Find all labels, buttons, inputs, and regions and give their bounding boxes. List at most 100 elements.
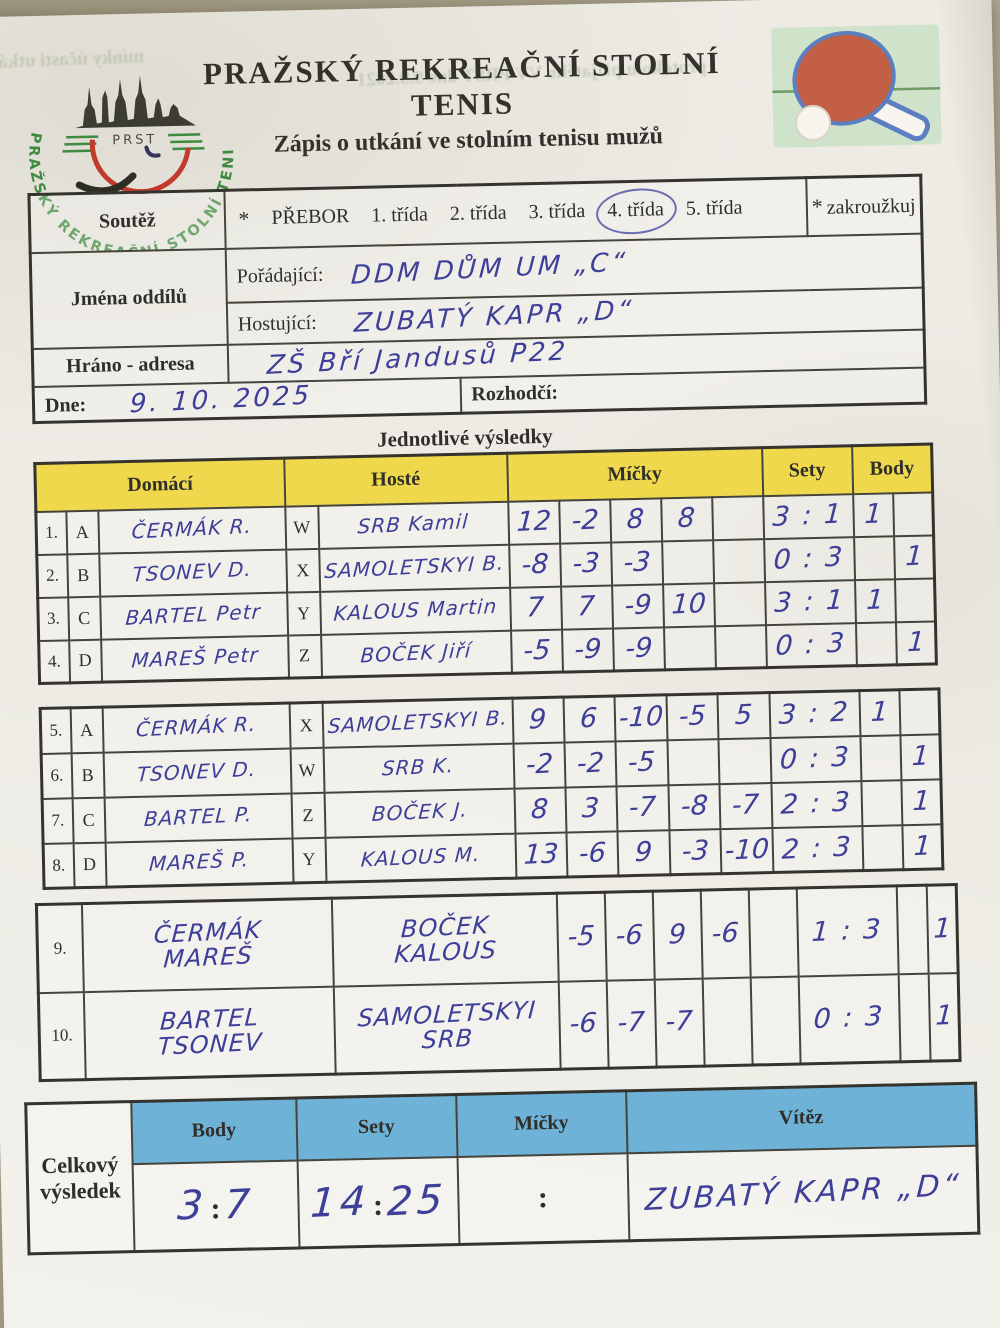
- guest-player-name: SRB Kamil: [357, 509, 470, 539]
- sets-score: 0 : 3: [779, 741, 852, 776]
- date-label: Dne:: [44, 393, 87, 417]
- balls-set1: -5: [566, 920, 596, 953]
- balls-set1: 8: [530, 793, 550, 826]
- sets-score: 3 : 1: [773, 584, 847, 619]
- logo-paddle-swoosh: [75, 172, 137, 195]
- balls-set5: -10: [723, 833, 770, 867]
- balls-set3: -9: [624, 631, 653, 665]
- match-number: 2.: [45, 565, 60, 585]
- match-number: 8.: [52, 855, 66, 875]
- colon-separator: :: [372, 1188, 384, 1223]
- balls-set3: 8: [626, 503, 646, 536]
- balls-set2: 6: [579, 702, 599, 735]
- total-points-guest: 7: [223, 1181, 256, 1229]
- home-letter: D: [82, 854, 97, 875]
- overall-result-table: Celkový výsledek Body Sety Míčky Vítěz 3…: [24, 1081, 981, 1256]
- balls-set4: -8: [679, 789, 709, 823]
- home-letter: D: [78, 650, 92, 671]
- competition-label: Soutěž: [98, 209, 156, 233]
- balls-set1: -8: [520, 548, 550, 581]
- winner-header: Vítěz: [625, 1083, 977, 1153]
- results-table-1: Domácí Hosté Míčky Sety Body 1. A ČERMÁK…: [33, 442, 938, 686]
- home-letter: A: [75, 521, 90, 542]
- organizer-label: Pořádající:: [236, 263, 324, 288]
- logo-abbr: PRST: [112, 132, 157, 148]
- home-player-name: MAREŠ P.: [148, 846, 250, 876]
- home-letter: B: [81, 764, 94, 785]
- guest-player-name: BOČEK J.: [370, 797, 469, 827]
- sets-score: 0 : 3: [812, 1000, 886, 1036]
- point-home: 1: [870, 696, 890, 729]
- sets-score: 0 : 3: [774, 627, 848, 662]
- point-guest: 1: [910, 740, 930, 773]
- match-number: 9.: [53, 938, 67, 958]
- points-header: Body: [130, 1098, 298, 1164]
- guest-letter: Y: [296, 602, 311, 623]
- sets-score: 3 : 2: [778, 696, 851, 731]
- balls-set3: -3: [622, 546, 652, 579]
- guest-player-name: KALOUS M.: [360, 841, 481, 872]
- guest-letter: Y: [302, 849, 316, 870]
- point-guest: 1: [932, 912, 952, 945]
- sets-score: 2 : 3: [781, 830, 854, 866]
- home-player-name: TSONEV D.: [136, 756, 258, 787]
- points-header: Body: [851, 443, 933, 494]
- balls-set2: 7: [577, 590, 597, 623]
- sets-score: 3 : 1: [771, 498, 845, 533]
- total-points-home: 3: [175, 1182, 208, 1230]
- point-home: 1: [865, 584, 885, 617]
- balls-set2: -2: [570, 504, 600, 537]
- winner-team-value: ZUBATÝ KAPR „D“: [643, 1167, 962, 1218]
- total-sets-guest: 25: [385, 1176, 448, 1226]
- page-title: PRAŽSKÝ REKREAČNÍ STOLNÍ TENIS: [202, 45, 721, 123]
- match-number: 10.: [51, 1025, 73, 1046]
- option-2-trida: 2. třída: [449, 201, 507, 226]
- match-number: 6.: [50, 765, 64, 785]
- asterisk: *: [811, 193, 823, 219]
- balls-set3: -10: [617, 700, 664, 735]
- circle-instruction: zakroužkuj: [826, 194, 916, 219]
- match-info-table: Soutěž * PŘEBOR 1. třída 2. třída 3. tří…: [27, 173, 928, 425]
- guest-letter: X: [299, 714, 313, 736]
- guest-player-name: BOČEK Jiří: [359, 637, 473, 668]
- point-guest: 1: [934, 1000, 954, 1032]
- guest-player-name: SAMOLETSKYI B.: [323, 550, 505, 584]
- balls-set2: -3: [571, 547, 601, 580]
- sets-score: 1 : 3: [810, 913, 884, 948]
- castle-silhouette: [74, 75, 196, 129]
- balls-set2: -9: [573, 632, 602, 666]
- balls-set3: -7: [628, 791, 657, 824]
- visitor-team-value: ZUBATÝ KAPR „D“: [353, 295, 636, 339]
- balls-set3: -7: [664, 1005, 694, 1038]
- balls-set3: 9: [667, 918, 687, 951]
- doubles-table: 9. ČERMÁK MAREŠ BOČEK KALOUS -5 -6 9 -6 …: [34, 883, 962, 1083]
- guest-letter: Z: [302, 804, 314, 825]
- balls-set2: -6: [614, 919, 644, 952]
- home-player-name: BARTEL P.: [143, 801, 254, 832]
- results-table-2: 5. A ČERMÁK R. X SAMOLETSKYI B. 9 6 -10 …: [38, 687, 945, 890]
- sets-header: Sety: [295, 1094, 458, 1160]
- balls-set3: -5: [627, 746, 656, 779]
- home-player-name: ČERMÁK R.: [135, 711, 257, 742]
- option-3-trida: 3. třída: [528, 200, 586, 224]
- home-letter: C: [82, 809, 95, 830]
- balls-set2: 3: [581, 792, 601, 825]
- balls-set2: -2: [575, 747, 605, 780]
- competition-options: * PŘEBOR 1. třída 2. třída 3. třída 4. t…: [228, 194, 802, 233]
- balls-set4: 10: [670, 587, 707, 621]
- balls-set4: -3: [680, 834, 710, 867]
- prst-club-logo: PRST PRAŽSKÝ REKREAČNÍ STOLNÍ TENIS: [0, 49, 240, 255]
- balls-set2: -7: [616, 1006, 646, 1039]
- balls-set4: 8: [677, 502, 697, 535]
- point-home: 1: [863, 498, 883, 531]
- total-sets-home: 14: [308, 1178, 371, 1228]
- point-guest: 1: [904, 540, 924, 573]
- match-number: 4.: [47, 651, 61, 671]
- asterisk: *: [238, 206, 250, 232]
- venue-value: ZŠ Bří Jandusů P22: [265, 336, 569, 381]
- colon-separator: :: [210, 1192, 221, 1226]
- balls-set5: 5: [734, 699, 754, 732]
- venue-label: Hráno - adresa: [65, 352, 195, 378]
- match-number: 1.: [44, 522, 59, 542]
